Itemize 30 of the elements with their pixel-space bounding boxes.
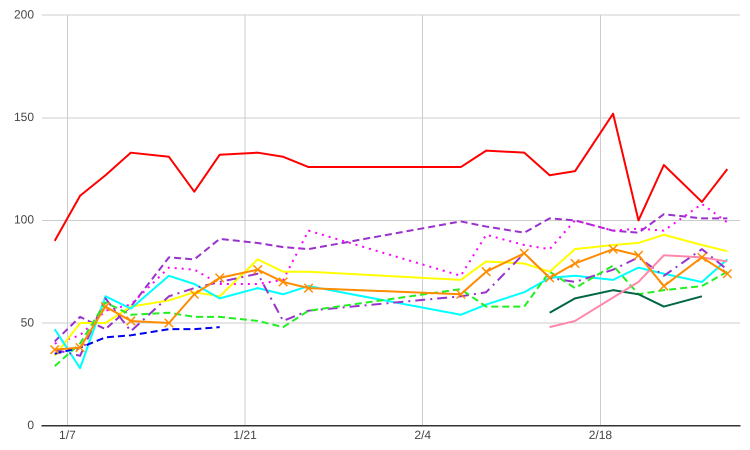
y-tick-label: 150 (14, 110, 34, 124)
x-tick-label: 1/7 (59, 428, 76, 442)
point (252, 264, 263, 275)
y-tick-label: 200 (14, 8, 34, 22)
x-tick-label: 2/4 (414, 428, 432, 442)
y-tick-label: 50 (20, 315, 34, 330)
point (75, 342, 86, 353)
point (278, 276, 288, 287)
point (481, 266, 492, 277)
point (189, 289, 200, 300)
point (608, 244, 618, 254)
point (633, 250, 644, 260)
y-tick-label: 100 (14, 212, 34, 227)
point (304, 283, 314, 294)
x-tick-label: 1/21 (233, 428, 258, 442)
point (658, 281, 669, 292)
point (456, 289, 466, 300)
point (696, 252, 707, 262)
line-series (54, 326, 221, 355)
point (570, 258, 580, 268)
point (50, 344, 60, 355)
point (126, 316, 136, 326)
point (100, 302, 110, 312)
point (214, 272, 225, 283)
y-tick-label: 0 (27, 418, 34, 432)
point (544, 272, 555, 283)
point (519, 248, 530, 258)
point (722, 268, 732, 279)
point (164, 318, 174, 328)
x-tick-label: 2/18 (588, 428, 612, 442)
